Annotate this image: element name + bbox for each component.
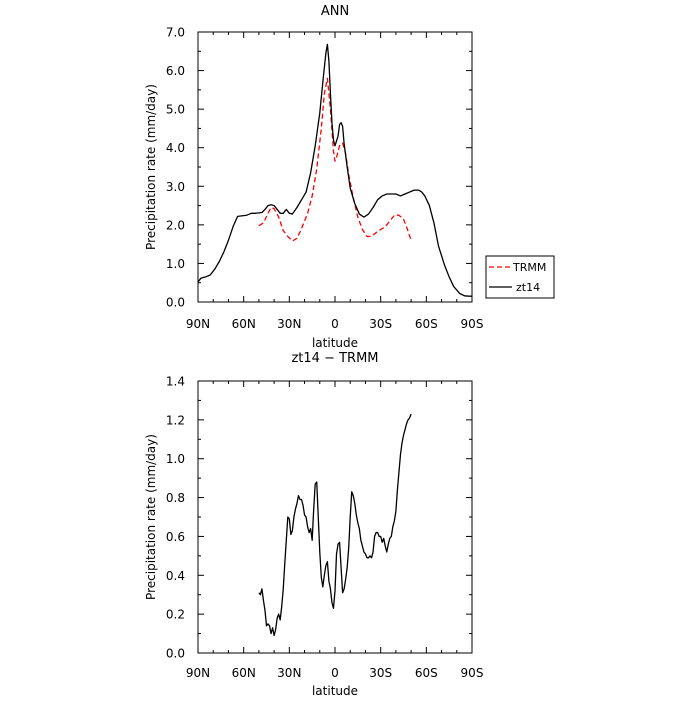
chart-title: zt14 − TRMM	[291, 351, 378, 366]
y-tick-label: 0.2	[166, 608, 185, 622]
y-tick-labels: 0.0 1.0 2.0 3.0 4.0 5.0 6.0 7.0	[166, 26, 185, 310]
x-tick-label: 60S	[415, 317, 438, 331]
y-tick-labels: 0.0 0.2 0.4 0.6 0.8 1.0 1.2 1.4	[166, 375, 185, 661]
x-axis-label: latitude	[312, 336, 358, 350]
y-tick-label: 2.0	[166, 218, 185, 232]
x-tick-label: 90S	[461, 317, 484, 331]
x-tick-label: 60N	[232, 666, 256, 680]
y-tick-label: 7.0	[166, 26, 185, 40]
x-tick-labels: 90N 60N 30N 0 30S 60S 90S	[186, 666, 484, 680]
x-tick-labels: 90N 60N 30N 0 30S 60S 90S	[186, 317, 484, 331]
y-tick-label: 0.6	[166, 530, 185, 544]
x-tick-label: 60S	[415, 666, 438, 680]
series-line-difference	[258, 413, 412, 637]
legend: TRMM zt14	[485, 255, 555, 299]
x-tick-label: 30N	[277, 317, 301, 331]
tick-marks	[197, 31, 473, 303]
plot-frame	[197, 380, 473, 654]
x-tick-label: 30N	[277, 666, 301, 680]
y-tick-label: 6.0	[166, 64, 185, 78]
x-tick-label: 90N	[186, 666, 210, 680]
series-layer	[197, 43, 472, 297]
x-tick-label: 90N	[186, 317, 210, 331]
plot-frame	[197, 31, 473, 303]
y-tick-label: 1.4	[166, 375, 185, 389]
panel-annual-mean: ANN 0.0 1.0 2.0 3.0 4.0 5.0 6.0 7.0 90N …	[144, 4, 555, 350]
tick-marks	[197, 380, 473, 654]
legend-label-zt14: zt14	[516, 281, 540, 294]
y-tick-label: 1.0	[166, 257, 185, 271]
series-line-trmm	[258, 77, 412, 242]
panel-difference: zt14 − TRMM 0.0 0.2 0.4 0.6 0.8 1.0 1.2 …	[144, 351, 483, 698]
legend-box	[485, 255, 555, 299]
x-axis-label: latitude	[312, 684, 358, 698]
chart-title: ANN	[321, 4, 349, 19]
series-line-zt14	[197, 43, 472, 297]
y-tick-label: 0.4	[166, 569, 185, 583]
x-tick-label: 30S	[369, 317, 392, 331]
y-tick-label: 5.0	[166, 103, 185, 117]
x-tick-label: 90S	[461, 666, 484, 680]
series-layer	[258, 413, 412, 637]
x-tick-label: 0	[331, 666, 339, 680]
y-axis-label: Precipitation rate (mm/day)	[144, 434, 158, 600]
legend-label-trmm: TRMM	[512, 261, 546, 274]
y-axis-label: Precipitation rate (mm/day)	[144, 84, 158, 250]
y-tick-label: 0.0	[166, 647, 185, 661]
y-tick-label: 1.2	[166, 413, 185, 427]
y-tick-label: 4.0	[166, 141, 185, 155]
y-tick-label: 0.8	[166, 491, 185, 505]
x-tick-label: 0	[331, 317, 339, 331]
y-tick-label: 1.0	[166, 452, 185, 466]
x-tick-label: 30S	[369, 666, 392, 680]
x-tick-label: 60N	[232, 317, 256, 331]
y-tick-label: 3.0	[166, 180, 185, 194]
y-tick-label: 0.0	[166, 296, 185, 310]
